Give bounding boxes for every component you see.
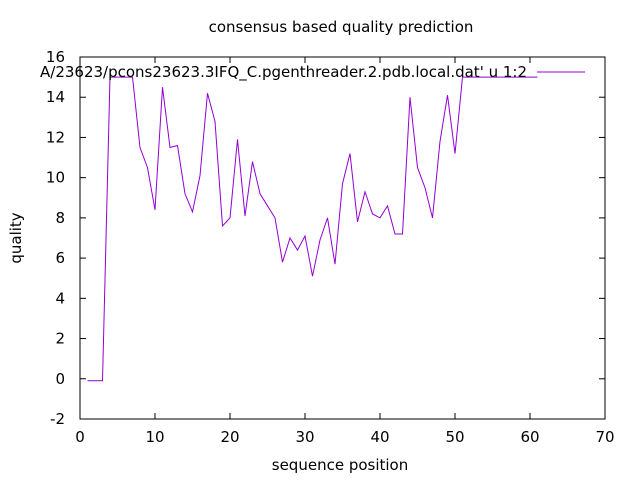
plot-frame	[79, 56, 606, 420]
tick-layer: 0 10 20 30 40 50 60 70 -2 0 2 4 6 8 10 12 14 16	[46, 48, 615, 446]
x-tick-label: 40	[370, 428, 389, 446]
y-tick-label: 8	[55, 209, 65, 227]
x-tick-label: 70	[595, 428, 614, 446]
x-tick-label: 20	[220, 428, 239, 446]
x-axis-title: sequence position	[272, 456, 408, 474]
y-tick-label: 12	[46, 128, 65, 146]
x-tick-label: 50	[445, 428, 464, 446]
y-tick-label: 0	[55, 370, 65, 388]
x-tick-label: 0	[75, 428, 85, 446]
series-layer	[87, 76, 538, 382]
x-tick-label: 60	[520, 428, 539, 446]
y-tick-label: 2	[55, 330, 65, 348]
y-tick-label: 16	[46, 48, 65, 66]
y-tick-label: -2	[50, 410, 65, 428]
y-tick-label: 6	[55, 249, 65, 267]
legend-label: A/23623/pcons23623.3IFQ_C.pgenthreader.2…	[40, 63, 527, 82]
y-tick-label: 10	[46, 169, 65, 187]
legend: A/23623/pcons23623.3IFQ_C.pgenthreader.2…	[40, 63, 585, 82]
y-tick-label: 4	[55, 289, 65, 307]
x-tick-label: 30	[295, 428, 314, 446]
y-axis-title: quality	[7, 212, 25, 263]
chart-title: consensus based quality prediction	[209, 18, 474, 36]
y-tick-label: 14	[46, 88, 65, 106]
series-line	[87, 76, 538, 382]
x-tick-label: 10	[145, 428, 164, 446]
